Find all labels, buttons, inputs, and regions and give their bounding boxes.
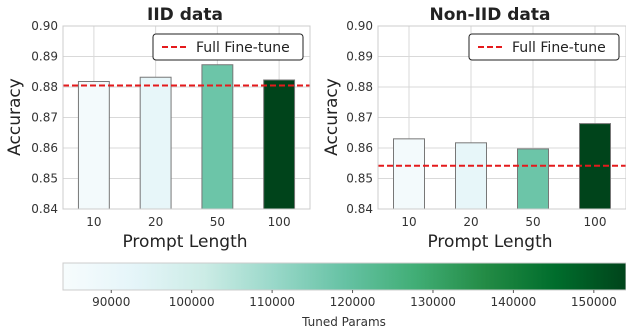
x-ticks-non-iid: 10 20 50 100 bbox=[401, 215, 606, 229]
y-tick-label-iid: 0.87 bbox=[31, 111, 58, 125]
colorbar-tick-label: 110000 bbox=[249, 295, 295, 309]
y-ticks-non-iid: 0.84 0.85 0.86 0.87 0.88 0.89 0.90 bbox=[346, 19, 373, 216]
y-tick-label-non-iid: 0.86 bbox=[346, 141, 373, 155]
panel-title-non-iid: Non-IID data bbox=[430, 5, 551, 25]
bar-iid-20 bbox=[139, 76, 172, 210]
bar-non-iid-10 bbox=[393, 138, 425, 210]
legend-box-iid bbox=[152, 33, 304, 61]
y-tick-label-non-iid: 0.84 bbox=[346, 202, 373, 216]
y-tick-label-non-iid: 0.88 bbox=[346, 80, 373, 94]
legend-label-iid: Full Fine-tune bbox=[196, 40, 290, 56]
colorbar-ticks: 90000 100000 110000 120000 130000 140000 15000… bbox=[92, 290, 617, 309]
x-axis-label-non-iid: Prompt Length bbox=[427, 232, 552, 252]
bar-iid-10 bbox=[77, 81, 110, 210]
colorbar: 90000 100000 110000 120000 130000 140000 15000… bbox=[62, 262, 626, 329]
colorbar-label: Tuned Params bbox=[301, 315, 386, 329]
plot-frame-non-iid bbox=[377, 25, 626, 210]
x-tick-label-non-iid: 10 bbox=[401, 215, 416, 229]
panel-title-iid: IID data bbox=[147, 5, 223, 25]
x-tick-label-non-iid: 20 bbox=[463, 215, 478, 229]
legend-iid: Full Fine-tune bbox=[152, 33, 304, 61]
y-tick-label-iid: 0.84 bbox=[31, 202, 58, 216]
y-tick-label-non-iid: 0.89 bbox=[346, 50, 373, 64]
y-tick-label-iid: 0.85 bbox=[31, 172, 58, 186]
y-tick-label-non-iid: 0.85 bbox=[346, 172, 373, 186]
legend-non-iid: Full Fine-tune bbox=[468, 33, 620, 61]
colorbar-tick-label: 130000 bbox=[410, 295, 456, 309]
bar-iid-50 bbox=[201, 64, 234, 210]
y-tick-label-iid: 0.89 bbox=[31, 50, 58, 64]
y-tick-label-iid: 0.90 bbox=[31, 19, 58, 33]
bars-iid bbox=[77, 64, 296, 210]
bar-iid-100 bbox=[263, 79, 296, 210]
x-tick-label-iid: 10 bbox=[86, 215, 101, 229]
x-axis-label-iid: Prompt Length bbox=[122, 232, 247, 252]
x-ticks-iid: 10 20 50 100 bbox=[86, 215, 290, 229]
colorbar-tick-label: 90000 bbox=[92, 295, 130, 309]
colorbar-tick-label: 150000 bbox=[571, 295, 617, 309]
colorbar-tick-label: 140000 bbox=[490, 295, 536, 309]
colorbar-tick-label: 100000 bbox=[169, 295, 215, 309]
bar-non-iid-20 bbox=[455, 142, 487, 210]
x-tick-label-iid: 20 bbox=[148, 215, 163, 229]
legend-label-non-iid: Full Fine-tune bbox=[512, 40, 606, 56]
y-tick-label-iid: 0.86 bbox=[31, 141, 58, 155]
y-axis-label-non-iid: Accuracy bbox=[322, 78, 342, 156]
y-axis-label-iid: Accuracy bbox=[5, 78, 25, 156]
y-ticks-iid: 0.84 0.85 0.86 0.87 0.88 0.89 0.90 bbox=[31, 19, 58, 216]
panel-non-iid: Non-IID data Accuracy Prompt Length 0.84… bbox=[322, 5, 626, 252]
colorbar-tick-label: 120000 bbox=[330, 295, 376, 309]
x-tick-label-non-iid: 50 bbox=[525, 215, 540, 229]
panel-iid: IID data Accuracy Prompt Length 0.84 0.85… bbox=[5, 5, 311, 252]
x-tick-label-iid: 50 bbox=[210, 215, 225, 229]
y-tick-label-iid: 0.88 bbox=[31, 80, 58, 94]
plot-frame-iid bbox=[62, 25, 311, 210]
x-tick-label-iid: 100 bbox=[268, 215, 291, 229]
x-tick-label-non-iid: 100 bbox=[584, 215, 607, 229]
y-tick-label-non-iid: 0.87 bbox=[346, 111, 373, 125]
legend-box-non-iid bbox=[468, 33, 620, 61]
bar-non-iid-50 bbox=[517, 148, 549, 210]
colorbar-gradient bbox=[62, 262, 626, 291]
y-tick-label-non-iid: 0.90 bbox=[346, 19, 373, 33]
